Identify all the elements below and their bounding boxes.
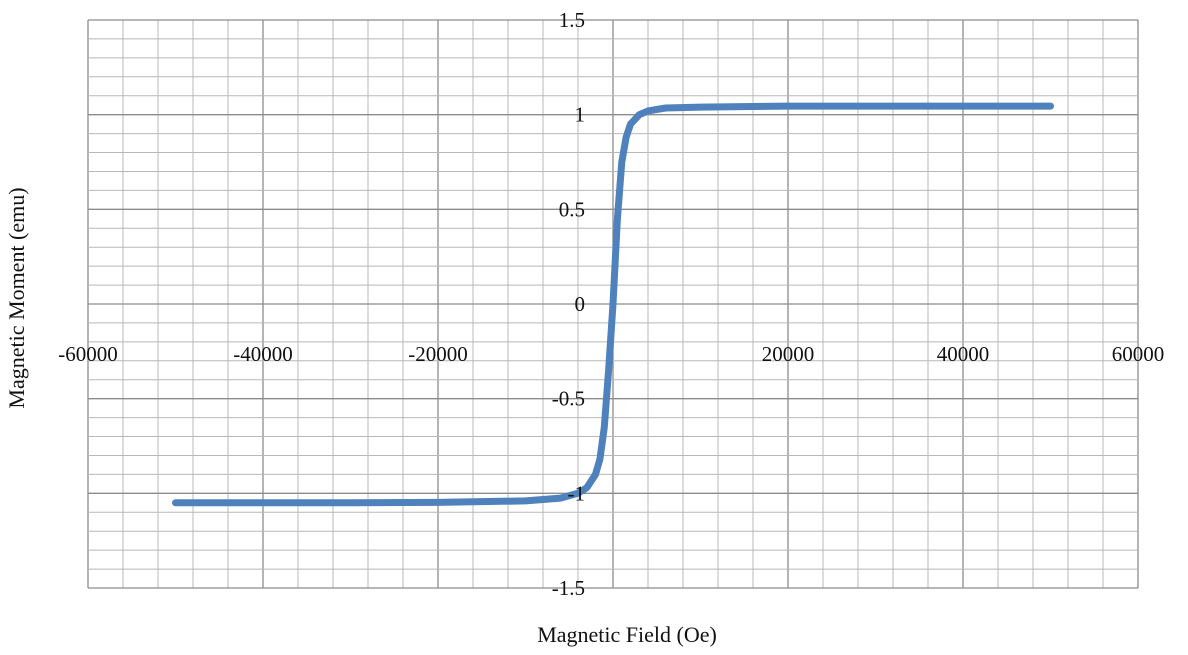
x-tick-label: 60000: [1112, 342, 1165, 366]
x-axis-title: Magnetic Field (Oe): [537, 622, 717, 647]
y-tick-label: -0.5: [552, 387, 585, 411]
y-tick-label: 0.5: [559, 197, 585, 221]
x-tick-label: -40000: [233, 342, 293, 366]
grid: [87, 19, 1139, 589]
x-tick-label: 20000: [762, 342, 815, 366]
y-tick-label: -1: [568, 481, 586, 505]
data-layer: [172, 102, 1054, 507]
y-tick-label: 0: [575, 292, 586, 316]
x-tick-label: -60000: [58, 342, 118, 366]
y-tick-label: -1.5: [552, 576, 585, 600]
y-tick-label: 1: [575, 103, 586, 127]
x-tick-label: -20000: [408, 342, 468, 366]
y-axis-title: Magnetic Moment (emu): [4, 187, 29, 408]
y-tick-label: 1.5: [559, 8, 585, 32]
tick-labels: 1.5 1 0.5 0 -0.5 -1 -1.5 -60000 -40000 -20000 2000…: [58, 8, 1164, 600]
series-line: [172, 102, 1054, 507]
x-tick-label: 40000: [937, 342, 990, 366]
